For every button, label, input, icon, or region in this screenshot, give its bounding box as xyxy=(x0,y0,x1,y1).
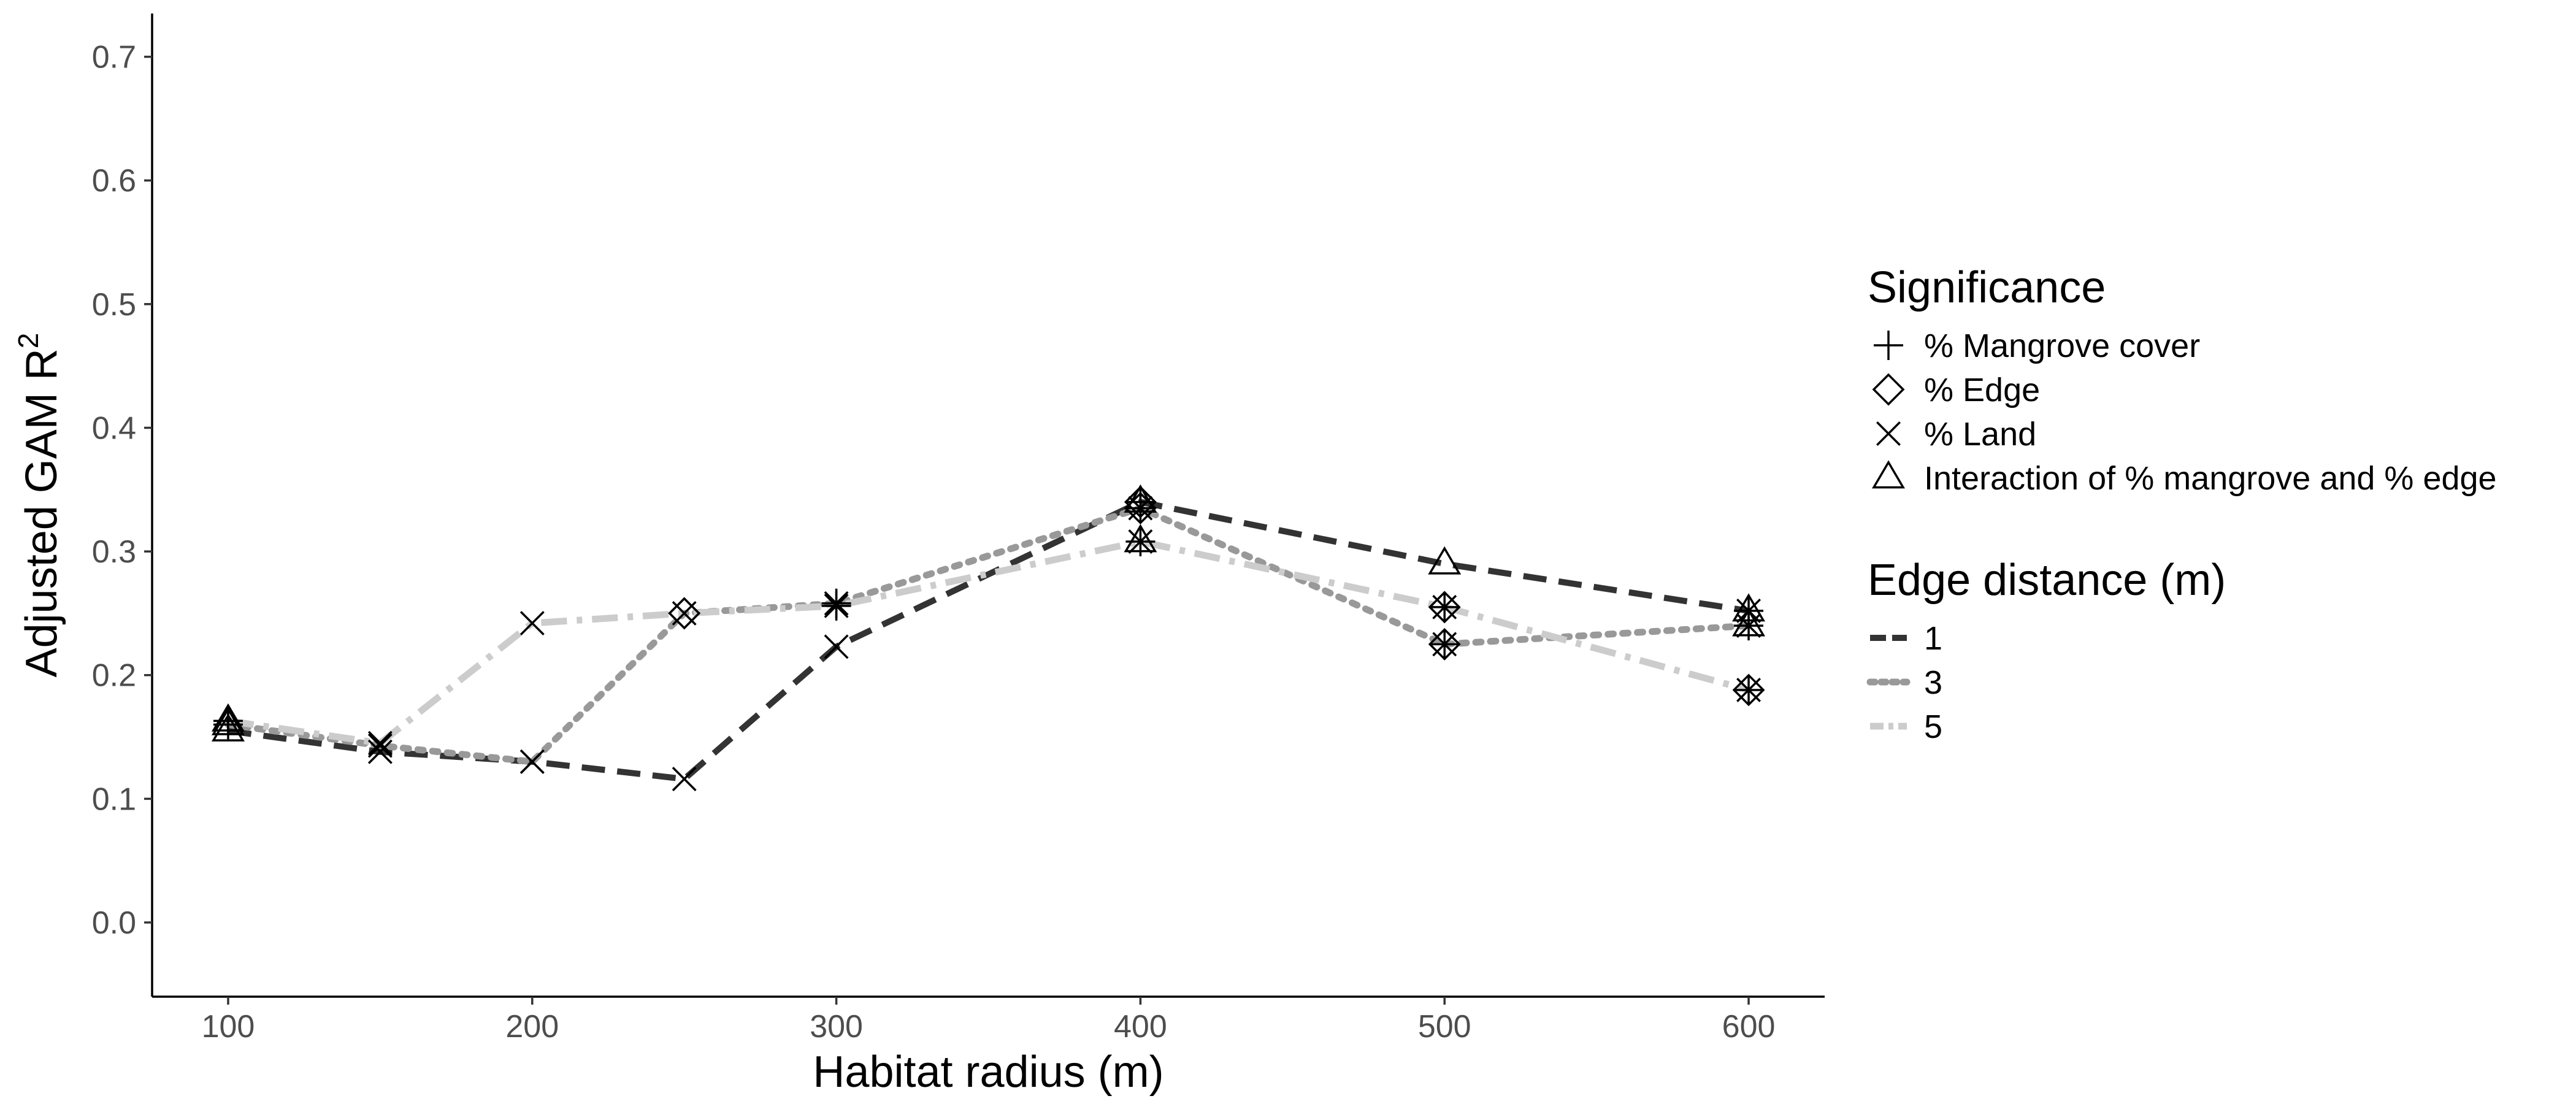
data-point-triangle-series-5 xyxy=(211,703,245,732)
x-tick-label: 100 xyxy=(202,1009,255,1045)
legend-label-significance: % Edge xyxy=(1924,372,2040,408)
data-point-triangle-series-1 xyxy=(1428,546,1462,575)
legend-label-edge-distance: 1 xyxy=(1924,620,1942,657)
data-point-triangle-series-3 xyxy=(1732,608,1766,637)
legend-key-plus xyxy=(1874,331,1903,360)
data-point-cross-series-5 xyxy=(519,611,545,636)
legend-label-edge-distance: 3 xyxy=(1924,664,1942,701)
data-point-diamond-series-5 xyxy=(1428,591,1461,624)
legend-label-significance: % Mangrove cover xyxy=(1924,328,2200,364)
data-point-triangle-series-5 xyxy=(1124,524,1157,553)
data-point-cross-series-5 xyxy=(1736,677,1761,702)
data-point-cross-series-3 xyxy=(1128,496,1153,521)
y-tick-label: 0.2 xyxy=(92,658,136,694)
series-line-5 xyxy=(228,538,1750,747)
data-point-cross-series-3 xyxy=(519,749,545,774)
y-tick-label: 0.3 xyxy=(92,534,136,570)
y-tick-label: 0.7 xyxy=(92,40,136,75)
y-tick-label: 0.6 xyxy=(92,163,136,199)
series-line-1 xyxy=(228,499,1749,783)
legend-label-significance: % Land xyxy=(1924,416,2036,453)
legend-label-edge-distance: 5 xyxy=(1924,708,1942,745)
data-point-cross-series-1 xyxy=(367,739,393,764)
data-point-cross-series-3 xyxy=(367,733,393,758)
data-point-cross-series-3 xyxy=(1736,613,1761,638)
data-point-cross-series-5 xyxy=(824,593,849,618)
data-point-cross-series-1 xyxy=(672,767,697,792)
legend-title-significance: Significance xyxy=(1868,263,2106,312)
axes: 100 200 300 400 500 600 0.0 0.1 0.2 0.3 0.4 0.5 0.6 0… xyxy=(12,13,1825,1097)
data-point-cross-series-5 xyxy=(1432,594,1457,619)
x-tick-label: 200 xyxy=(505,1009,559,1045)
data-point-diamond-series-3 xyxy=(1428,627,1461,661)
data-point-triangle-series-1 xyxy=(211,713,245,742)
data-point-diamond-series-5 xyxy=(668,597,701,630)
y-axis-title-text: Adjusted GAM R xyxy=(17,348,66,677)
x-tick-label: 400 xyxy=(1114,1009,1167,1045)
data-point-cross-series-5 xyxy=(367,730,393,756)
legend-edge-distance: Edge distance (m) 1 3 5 xyxy=(1866,556,2226,745)
x-tick-label: 500 xyxy=(1418,1009,1471,1045)
data-point-diamond-series-3 xyxy=(1124,492,1157,525)
data-point-cross-series-5 xyxy=(672,600,697,626)
legend-significance: Significance % Mangrove cover % Edge % Land… xyxy=(1868,263,2497,497)
x-tick-label: 300 xyxy=(810,1009,863,1045)
legend-label-significance: Interaction of % mangrove and % edge xyxy=(1924,460,2497,497)
data-point-cross-series-1 xyxy=(824,634,849,659)
legend-key-cross xyxy=(1876,421,1901,446)
data-point-diamond-series-5 xyxy=(1732,673,1765,707)
y-axis-title: Adjusted GAM R2 xyxy=(12,333,66,678)
legend-title-edge-distance: Edge distance (m) xyxy=(1868,556,2226,605)
plot-panel xyxy=(211,484,1766,792)
legend-key-triangle xyxy=(1872,460,1905,489)
y-tick-label: 0.4 xyxy=(92,410,136,446)
data-point-cross-series-5 xyxy=(1128,529,1153,554)
y-tick-label: 0.5 xyxy=(92,287,136,323)
y-axis-title-superscript: 2 xyxy=(12,333,44,349)
x-axis-title: Habitat radius (m) xyxy=(813,1048,1163,1097)
y-tick-label: 0.1 xyxy=(92,781,136,817)
data-point-cross-series-3 xyxy=(1432,632,1457,657)
legend-key-diamond xyxy=(1872,373,1905,406)
x-tick-label: 600 xyxy=(1722,1009,1776,1045)
y-tick-label: 0.0 xyxy=(92,905,136,941)
